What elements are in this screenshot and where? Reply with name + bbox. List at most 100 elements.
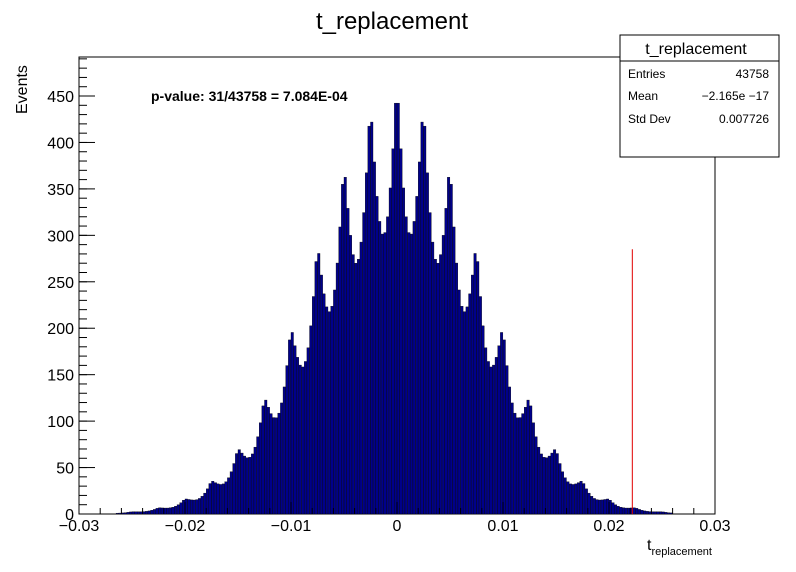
histogram-bar: [468, 293, 472, 515]
histogram-bar: [224, 481, 228, 515]
histogram-bar: [645, 511, 649, 515]
histogram-bar: [592, 498, 596, 515]
y-tick-label: 250: [47, 275, 74, 292]
histogram-bar: [285, 365, 289, 515]
histogram-bar: [555, 453, 559, 515]
histogram-bar: [436, 263, 440, 515]
histogram-bar: [526, 399, 530, 515]
histogram-bar: [396, 102, 400, 515]
histogram-bar: [444, 208, 448, 515]
histogram-bar: [418, 161, 421, 515]
histogram-bar: [309, 325, 313, 515]
histogram-bar: [452, 226, 456, 515]
histogram-bar: [237, 449, 241, 515]
histogram-bar: [306, 347, 310, 515]
x-tick-label: −0.03: [59, 518, 100, 535]
histogram-bar: [277, 412, 281, 515]
histogram-bar: [497, 345, 501, 515]
x-tick-label: 0.02: [593, 518, 624, 535]
histogram-bar: [158, 507, 162, 515]
histogram-bar: [569, 483, 572, 515]
histogram-bar: [463, 311, 466, 515]
histogram-bar: [229, 471, 233, 515]
histogram-bar: [659, 511, 663, 515]
histogram-bar: [505, 365, 509, 515]
histogram-bar: [362, 212, 366, 515]
histogram-bar: [510, 402, 514, 515]
histogram-bar: [661, 511, 665, 515]
histogram-bar: [118, 512, 122, 515]
histogram-bar: [622, 507, 625, 515]
histogram-bar: [131, 511, 135, 515]
histogram-bar: [190, 499, 193, 515]
histogram-bar: [574, 483, 578, 515]
x-tick-label: 0.01: [487, 518, 518, 535]
stats-stddev-value: 0.007726: [719, 112, 769, 126]
histogram-bar: [439, 254, 443, 515]
histogram-bar: [415, 196, 419, 515]
histogram-bar: [476, 261, 480, 515]
histogram-bar: [266, 407, 270, 515]
histogram-bar: [402, 187, 405, 515]
histogram-bar: [513, 412, 517, 515]
stats-box-title: t_replacement: [645, 41, 747, 58]
histogram-bar: [518, 417, 522, 515]
histogram-bar: [370, 121, 374, 515]
histogram-bar: [489, 366, 493, 515]
histogram-bar: [261, 405, 265, 515]
histogram-bar: [290, 332, 294, 515]
histogram-bar: [357, 259, 360, 515]
histogram-bar: [545, 457, 549, 515]
y-tick-label: 100: [47, 414, 74, 431]
histogram-bar: [221, 483, 225, 515]
histogram-bar: [139, 511, 143, 515]
histogram-bar: [386, 216, 390, 515]
y-tick-label: 200: [47, 321, 74, 338]
histogram-bar: [539, 453, 543, 515]
y-tick-label: 400: [47, 135, 74, 152]
x-tick-label: −0.02: [165, 518, 206, 535]
histogram-bar: [457, 289, 461, 515]
histogram-bar: [433, 259, 437, 515]
histogram-bar: [280, 402, 284, 515]
histogram-bar: [171, 507, 175, 515]
histogram-bar: [213, 482, 217, 515]
histogram-bar: [349, 235, 352, 515]
histogram-bar: [245, 457, 249, 515]
histogram-bar: [166, 507, 170, 515]
histogram-bar: [614, 504, 617, 515]
histogram-bar: [147, 510, 151, 515]
histogram-bar: [330, 306, 334, 515]
histogram-bar: [441, 235, 445, 515]
histogram-bar: [123, 512, 127, 515]
histogram-bar: [219, 484, 223, 515]
histogram-bar: [577, 482, 580, 515]
histogram-bar: [603, 499, 607, 515]
histogram-bar: [648, 511, 652, 515]
histogram-bar: [547, 455, 551, 515]
histogram-bar: [211, 481, 215, 515]
chart-title: t_replacement: [316, 8, 468, 35]
histogram-bar: [590, 496, 594, 515]
histogram-bar: [274, 417, 278, 515]
histogram-bar: [399, 148, 403, 515]
histogram-bar: [150, 510, 154, 515]
x-axis-label: treplacement: [647, 537, 712, 558]
histogram-bar: [632, 507, 636, 515]
histogram-bar: [145, 511, 148, 515]
histogram-bar: [606, 498, 610, 515]
histogram-bar: [153, 509, 156, 515]
histogram-bar: [383, 232, 387, 515]
histogram-bar: [407, 232, 411, 515]
y-tick-label: 450: [47, 89, 74, 106]
histogram-bar: [269, 413, 273, 515]
histogram-bar: [616, 506, 620, 515]
histogram-bar: [425, 172, 429, 515]
histogram-bar: [391, 148, 395, 515]
histogram-bar: [322, 293, 326, 515]
histogram-bar: [561, 471, 564, 515]
histogram-bar: [282, 386, 286, 515]
histogram-bar: [492, 364, 496, 515]
histogram-bar: [611, 502, 615, 515]
